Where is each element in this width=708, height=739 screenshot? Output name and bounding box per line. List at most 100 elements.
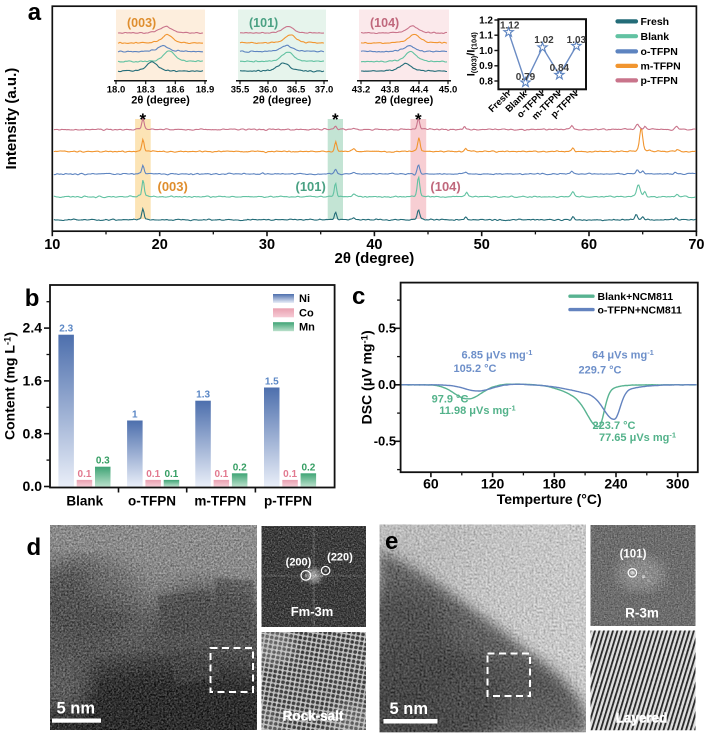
- svg-text:240: 240: [604, 476, 628, 492]
- svg-text:o-TFPN: o-TFPN: [128, 494, 176, 509]
- svg-text:Fm-3m: Fm-3m: [291, 604, 334, 619]
- svg-text:180: 180: [543, 476, 567, 492]
- svg-text:I(003)/I(104): I(003)/I(104): [466, 32, 479, 77]
- svg-text:64 μVs mg-1: 64 μVs mg-1: [592, 348, 654, 362]
- svg-text:o-TFPN+NCM811: o-TFPN+NCM811: [598, 304, 682, 316]
- svg-text:2θ (degree): 2θ (degree): [334, 250, 414, 267]
- svg-text:45.0: 45.0: [439, 85, 458, 96]
- svg-text:0.2: 0.2: [301, 462, 315, 473]
- svg-text:2θ (degree): 2θ (degree): [253, 95, 312, 107]
- svg-text:Intensity (a.u.): Intensity (a.u.): [3, 68, 20, 170]
- svg-text:40: 40: [366, 237, 382, 253]
- svg-text:60: 60: [581, 237, 597, 253]
- svg-text:97.9 °C: 97.9 °C: [432, 393, 469, 405]
- svg-text:(003): (003): [127, 16, 156, 30]
- svg-text:0.84: 0.84: [550, 63, 570, 74]
- svg-text:1.2: 1.2: [479, 15, 493, 26]
- svg-text:0.8: 0.8: [479, 76, 493, 87]
- svg-text:1.1: 1.1: [479, 31, 493, 42]
- svg-text:d: d: [27, 534, 42, 561]
- svg-text:0.3: 0.3: [96, 456, 110, 467]
- svg-text:Blank+NCM811: Blank+NCM811: [598, 291, 674, 303]
- svg-text:2θ (degree): 2θ (degree): [131, 95, 190, 107]
- svg-text:(101): (101): [249, 16, 278, 30]
- svg-text:35.5: 35.5: [231, 85, 250, 96]
- svg-text:Ni: Ni: [299, 293, 310, 305]
- svg-text:36.5: 36.5: [287, 85, 306, 96]
- svg-text:m-TFPN: m-TFPN: [194, 494, 246, 509]
- svg-text:0.1: 0.1: [146, 469, 160, 480]
- svg-text:*: *: [332, 110, 339, 129]
- svg-text:60: 60: [423, 476, 439, 492]
- svg-text:11.98 μVs mg-1: 11.98 μVs mg-1: [439, 404, 515, 418]
- svg-text:-0.5: -0.5: [374, 434, 396, 449]
- svg-text:1.12: 1.12: [500, 20, 520, 31]
- svg-text:Fresh: Fresh: [641, 16, 670, 28]
- svg-text:(104): (104): [430, 179, 460, 194]
- svg-text:Blank: Blank: [66, 494, 103, 509]
- svg-text:18.3: 18.3: [136, 85, 155, 96]
- svg-text:6.85 μVs mg-1: 6.85 μVs mg-1: [462, 348, 533, 362]
- svg-text:o-TFPN: o-TFPN: [641, 46, 678, 58]
- svg-text:2θ (degree): 2θ (degree): [375, 95, 434, 107]
- svg-text:0.2: 0.2: [233, 462, 247, 473]
- svg-text:p-TFPN: p-TFPN: [264, 494, 312, 509]
- svg-text:30: 30: [259, 237, 275, 253]
- svg-text:(200): (200): [286, 557, 312, 569]
- svg-text:36.0: 36.0: [259, 85, 278, 96]
- svg-text:Layered: Layered: [616, 711, 668, 726]
- svg-text:c: c: [352, 283, 365, 310]
- svg-text:18.9: 18.9: [196, 85, 215, 96]
- svg-text:0.0: 0.0: [23, 478, 43, 494]
- svg-text:0.1: 0.1: [283, 469, 297, 480]
- svg-text:1.0: 1.0: [479, 46, 493, 57]
- svg-text:0.9: 0.9: [479, 61, 493, 72]
- svg-text:1: 1: [132, 410, 138, 421]
- svg-text:2.4: 2.4: [23, 320, 43, 336]
- svg-text:Mn: Mn: [299, 321, 315, 333]
- svg-text:18.0: 18.0: [107, 85, 126, 96]
- svg-text:m-TFPN: m-TFPN: [641, 61, 681, 73]
- svg-text:0.0: 0.0: [378, 377, 396, 392]
- svg-text:37.0: 37.0: [315, 85, 334, 96]
- svg-text:0.1: 0.1: [78, 469, 92, 480]
- svg-text:120: 120: [481, 476, 505, 492]
- svg-text:(101): (101): [620, 549, 647, 561]
- svg-text:Content (mg L-1): Content (mg L-1): [2, 332, 18, 440]
- svg-text:a: a: [28, 0, 42, 26]
- svg-text:5 nm: 5 nm: [390, 700, 429, 718]
- svg-text:43.8: 43.8: [381, 85, 400, 96]
- svg-text:44.4: 44.4: [410, 85, 429, 96]
- svg-text:0.79: 0.79: [516, 72, 536, 83]
- svg-text:300: 300: [666, 476, 690, 492]
- svg-text:(104): (104): [370, 16, 399, 30]
- svg-text:1.5: 1.5: [265, 377, 279, 388]
- svg-text:70: 70: [688, 237, 704, 253]
- svg-text:77.65 μVs mg-1: 77.65 μVs mg-1: [599, 431, 676, 445]
- svg-text:5 nm: 5 nm: [57, 700, 96, 718]
- svg-text:*: *: [415, 110, 422, 129]
- svg-text:0.1: 0.1: [214, 469, 228, 480]
- svg-text:0.8: 0.8: [23, 425, 43, 441]
- svg-text:R-3m: R-3m: [625, 606, 659, 621]
- svg-text:Rock-salt: Rock-salt: [283, 709, 344, 724]
- svg-text:*: *: [139, 110, 146, 129]
- svg-text:50: 50: [474, 237, 490, 253]
- svg-text:e: e: [385, 528, 398, 555]
- svg-text:p-TFPN: p-TFPN: [641, 75, 678, 87]
- svg-text:223.7 °C: 223.7 °C: [593, 420, 636, 432]
- svg-text:1.02: 1.02: [534, 35, 554, 46]
- svg-text:Co: Co: [299, 308, 314, 320]
- svg-text:43.2: 43.2: [352, 85, 371, 96]
- svg-text:0.5: 0.5: [378, 321, 396, 336]
- svg-text:20: 20: [152, 237, 168, 253]
- svg-text:Temperture (°C): Temperture (°C): [497, 491, 602, 507]
- svg-text:105.2 °C: 105.2 °C: [454, 363, 497, 375]
- svg-text:10: 10: [44, 237, 60, 253]
- svg-text:(220): (220): [327, 552, 353, 564]
- svg-text:(003): (003): [158, 179, 188, 194]
- svg-text:1.03: 1.03: [567, 35, 587, 46]
- svg-text:b: b: [25, 285, 40, 312]
- svg-text:0.1: 0.1: [164, 469, 178, 480]
- svg-text:DSC (μV mg-1): DSC (μV mg-1): [359, 330, 375, 424]
